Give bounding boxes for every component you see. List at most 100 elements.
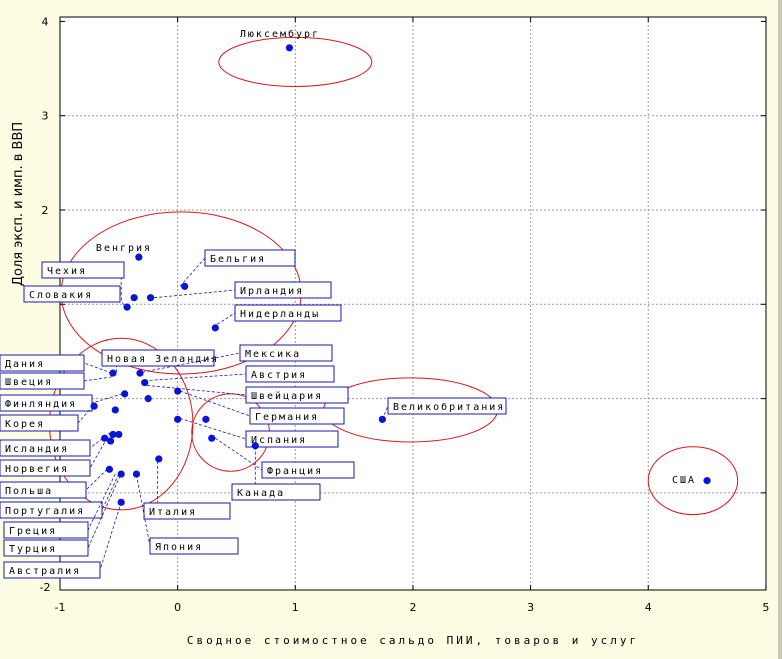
point-label: Греция: [9, 526, 57, 537]
data-point: [174, 415, 182, 423]
label-box: [387, 397, 507, 415]
cluster-ellipse: [218, 36, 373, 87]
data-point: [130, 294, 138, 302]
x-tick-label: 0: [174, 601, 181, 614]
label-box: [245, 386, 349, 404]
data-point: [146, 294, 155, 302]
point-label: Норвегия: [5, 464, 69, 475]
x-tick-label: 3: [527, 601, 534, 614]
label-box: [261, 461, 355, 479]
point-label: Италия: [149, 507, 197, 518]
x-tick-label: 4: [645, 601, 652, 614]
x-tick-label: 2: [409, 601, 416, 614]
data-point: [208, 434, 216, 442]
label-box: [23, 285, 121, 303]
leader-line: [99, 502, 122, 571]
y-tick-label: -2: [40, 581, 51, 594]
point-label: Люксембург: [240, 28, 320, 40]
data-point: [101, 434, 109, 442]
point-label: Австралия: [9, 566, 81, 577]
data-point: [111, 406, 119, 414]
y-tick-label: 2: [42, 204, 49, 217]
leader-line: [179, 257, 206, 287]
label-box: [234, 304, 342, 322]
leader-line: [144, 373, 247, 382]
point-label: Корея: [5, 419, 45, 430]
leader-line: [154, 289, 236, 299]
leader-line: [147, 384, 247, 396]
point-label: Франция: [267, 466, 323, 477]
label-box: [249, 407, 345, 425]
label-box: [0, 414, 79, 432]
point-label: Дания: [5, 359, 45, 370]
label-box: [0, 439, 91, 457]
data-point: [90, 402, 98, 410]
label-box: [149, 537, 239, 555]
data-point: [115, 430, 123, 439]
label-box: [231, 483, 321, 501]
data-point: [378, 415, 386, 423]
data-point: [135, 253, 143, 261]
label-box: [41, 261, 125, 279]
leader-line: [212, 312, 236, 328]
data-point: [117, 470, 125, 478]
data-point: [202, 415, 210, 423]
x-tick-label: -1: [55, 601, 66, 614]
data-point: [109, 430, 117, 439]
point-label: Канада: [237, 488, 285, 499]
point-label: Швейцария: [251, 390, 323, 402]
point-label: Мексика: [245, 349, 301, 360]
grid-lines: [60, 17, 766, 590]
x-tick-label: 1: [292, 601, 299, 614]
leader-line: [101, 473, 120, 511]
point-label: Финляндия: [5, 399, 77, 410]
leader-line: [89, 438, 108, 469]
label-box: [234, 281, 332, 299]
leader-line: [89, 432, 111, 449]
data-point: [174, 387, 182, 395]
point-label: Венгрия: [96, 243, 152, 254]
data-point: [123, 303, 131, 311]
label-box: [3, 561, 101, 579]
label-box: [245, 430, 339, 448]
data-point: [136, 369, 144, 377]
y-tick-label: 3: [42, 110, 49, 123]
leader-line: [87, 473, 116, 531]
data-point: [703, 477, 711, 485]
point-label: Чехия: [47, 266, 87, 277]
point-label: Новая Зеландия: [107, 354, 219, 365]
leader-line: [142, 352, 241, 373]
label-box: [101, 349, 215, 367]
label-box: [0, 501, 103, 519]
data-point: [117, 498, 125, 506]
point-label: Великобритания: [393, 401, 505, 413]
point-label: Германия: [255, 412, 319, 423]
data-point: [132, 470, 141, 478]
data-point: [106, 437, 115, 445]
point-label: Швеция: [5, 377, 53, 388]
data-point: [285, 44, 294, 52]
point-label: Нидерланды: [240, 309, 320, 320]
point-label: Бельгия: [210, 254, 266, 265]
window-edge: [778, 0, 782, 659]
label-box: [245, 365, 335, 383]
leader-line: [77, 405, 94, 424]
label-box: [0, 459, 91, 477]
point-label: Япония: [155, 542, 203, 553]
y-axis-title: Доля эксп. и имп. в ВВП: [11, 122, 26, 286]
label-box: [239, 344, 333, 362]
point-label: Исландия: [5, 444, 69, 455]
label-box: [0, 394, 93, 412]
point-label: Португалия: [5, 506, 85, 517]
leader-line: [136, 474, 151, 547]
leader-line: [87, 475, 121, 549]
point-label: Турция: [9, 544, 57, 555]
data-point: [211, 324, 219, 332]
data-point: [141, 378, 149, 387]
x-tick-label: 5: [762, 601, 769, 614]
point-label: Австрия: [251, 370, 307, 381]
point-label: Ирландия: [240, 286, 304, 297]
label-box: [0, 372, 85, 390]
label-box: [0, 481, 87, 499]
